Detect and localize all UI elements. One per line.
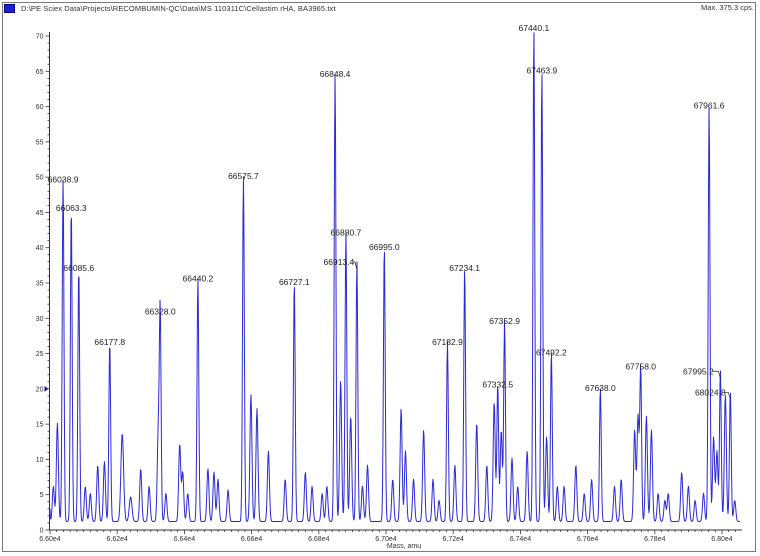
peak-label: 66995.0 <box>369 242 400 252</box>
peak-label: 67463.9 <box>527 65 558 75</box>
peak-label: 67332.5 <box>482 379 513 389</box>
peak-label: 67234.1 <box>449 263 480 273</box>
peak-label: 67352.9 <box>489 316 520 326</box>
peak-label: 66328.0 <box>145 307 176 317</box>
peak-label: 66880.7 <box>331 228 362 238</box>
peak-label: 66913.4 <box>324 257 355 267</box>
x-tick-label: 6.80e4 <box>711 536 733 543</box>
max-intensity-label: Max. 375.3 cps. <box>701 3 754 12</box>
y-tick-label: 70 <box>36 34 44 41</box>
y-tick-label: 35 <box>36 281 44 288</box>
y-tick-label: 0 <box>40 528 44 535</box>
y-tick-label: 50 <box>36 175 44 182</box>
peak-label: 66085.6 <box>63 263 94 273</box>
x-tick-label: 6.72e4 <box>442 536 464 543</box>
y-marker-arrow-icon[interactable] <box>44 385 49 392</box>
peak-label: 67182.9 <box>432 337 463 347</box>
x-tick-label: 6.62e4 <box>106 536 128 543</box>
peak-label: 67492.2 <box>536 348 567 358</box>
x-tick-label: 6.76e4 <box>577 536 599 543</box>
y-tick-label: 60 <box>36 104 44 111</box>
peak-label: 67440.1 <box>519 23 550 33</box>
x-tick-label: 6.64e4 <box>174 536 196 543</box>
peak-label: 66575.7 <box>228 171 259 181</box>
y-tick-label: 5 <box>40 492 44 499</box>
y-tick-label: 45 <box>36 210 44 217</box>
peak-label: 67961.6 <box>694 101 725 111</box>
peak-label: 67995.2 <box>683 366 714 376</box>
peak-label: 66727.1 <box>279 277 310 287</box>
y-tick-label: 65 <box>36 69 44 76</box>
y-tick-label: 10 <box>36 457 44 464</box>
x-tick-label: 6.60e4 <box>39 536 61 543</box>
peak-label: 67638.0 <box>585 383 616 393</box>
x-tick-label: 6.68e4 <box>308 536 330 543</box>
series-color-swatch-icon[interactable] <box>4 3 15 13</box>
peak-labels: 66038.9 66063.3 66085.6 66177.8 66328.0 66440… <box>48 23 731 400</box>
y-tick-label: 25 <box>36 351 44 358</box>
x-axis-title: Mass, amu <box>387 543 421 550</box>
y-tick-label: 15 <box>36 422 44 429</box>
peak-label: 67758.0 <box>625 362 656 372</box>
x-tick-label: 6.78e4 <box>644 536 666 543</box>
peak-label: 66177.8 <box>94 337 125 347</box>
peak-label: 66063.3 <box>56 203 87 213</box>
legend: D:\PE Sciex Data\Projects\RECOMBUMIN-QC\… <box>4 3 336 13</box>
x-tick-label: 6.70e4 <box>375 536 397 543</box>
peak-label: 68024.8 <box>695 387 726 397</box>
peak-label: 66038.9 <box>48 175 79 185</box>
x-tick-label: 6.74e4 <box>510 536 532 543</box>
y-tick-label: 20 <box>36 386 44 393</box>
peak-label: 66848.4 <box>320 69 351 79</box>
spectrum-trace <box>49 32 740 522</box>
axes: 0 5 10 15 20 25 30 35 40 45 50 55 60 65 70 6.60e4 6.62e4… <box>36 32 742 543</box>
peak-label: 66440.2 <box>183 274 214 284</box>
y-tick-label: 40 <box>36 245 44 252</box>
x-tick-label: 6.66e4 <box>241 536 263 543</box>
file-path-title: D:\PE Sciex Data\Projects\RECOMBUMIN-QC\… <box>21 3 336 13</box>
y-tick-label: 30 <box>36 316 44 323</box>
y-tick-label: 55 <box>36 139 44 146</box>
